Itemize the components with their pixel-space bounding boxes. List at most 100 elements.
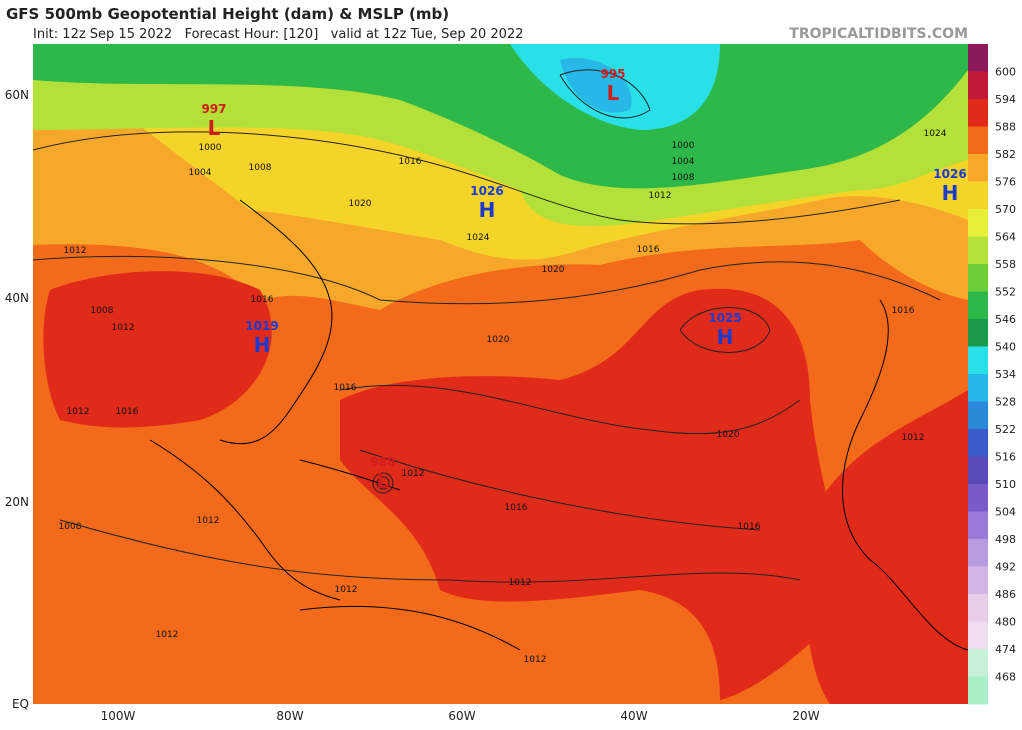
isobar-label: 1012 [64,246,87,256]
isobar-label: 1012 [524,655,547,665]
colorbar-label: 558 [995,258,1016,271]
colorbar-label: 546 [995,313,1016,326]
colorbar-swatch [968,456,988,485]
isobar-label: 1016 [505,503,528,513]
colorbar-label: 564 [995,231,1016,244]
colorbar-label: 552 [995,286,1016,299]
isobar-label: 1012 [902,433,925,443]
isobar-label: 1016 [334,383,357,393]
isobar-label: 1012 [67,407,90,417]
colorbar-swatch [968,429,988,457]
colorbar-label: 492 [995,561,1016,574]
colorbar-label: 516 [995,451,1016,464]
isobar-label: 1016 [892,306,915,316]
colorbar-label: 534 [995,368,1016,381]
isobar-label: 1024 [924,129,947,139]
center-pressure: 1026 [470,184,503,198]
isobar-label: 1004 [189,168,212,178]
isobar-label: 1012 [335,585,358,595]
center-letter: L [208,116,221,140]
isobar-label: 1016 [116,407,139,417]
colorbar-swatch [968,99,988,127]
colorbar-label: 504 [995,506,1016,519]
colorbar-swatch [968,264,988,292]
lat-label: EQ [12,697,29,711]
center-pressure: 997 [201,102,226,116]
colorbar-swatch [968,401,988,430]
center-letter: H [717,325,734,349]
colorbar-label: 522 [995,423,1016,436]
lon-label: 80W [276,709,303,723]
colorbar-swatch [968,154,988,182]
colorbar-swatch [968,346,988,375]
colorbar-label: 528 [995,396,1016,409]
colorbar-label: 582 [995,148,1016,161]
colorbar-swatch [968,621,988,650]
isobar-label: 1008 [59,522,82,532]
colorbar-label: 474 [995,643,1016,656]
center-pressure: 1025 [708,311,741,325]
isobar-label: 1008 [672,173,695,183]
lat-label: 60N [5,88,29,102]
colorbar-swatch [968,539,988,567]
center-letter: H [942,181,959,205]
lon-label: 100W [101,709,136,723]
center-letter: H [254,333,271,357]
isobar-label: 1004 [672,157,695,167]
colorbar-label: 570 [995,203,1016,216]
colorbar-swatch [968,649,988,677]
isobar-label: 1016 [399,157,422,167]
center-letter: H [479,198,496,222]
isobar-label: 1020 [542,265,565,275]
isobars [32,69,941,583]
colorbar-label: 540 [995,341,1016,354]
isobar-label: 1012 [156,630,179,640]
isobar-label: 1020 [717,430,740,440]
colorbar-label: 600 [995,66,1016,79]
colorbar-swatch [968,676,988,705]
lon-label: 20W [792,709,819,723]
colorbar-swatch [968,374,988,402]
map-fill [33,44,968,704]
colorbar-label: 576 [995,176,1016,189]
colorbar-label: 498 [995,533,1016,546]
isobar-label: 1016 [637,245,660,255]
colorbar-label: 468 [995,671,1016,684]
lat-label: 40N [5,291,29,305]
lon-label: 40W [620,709,647,723]
colorbar-label: 480 [995,616,1016,629]
watermark: TROPICALTIDBITS.COM [789,26,968,42]
isobar-label: 1012 [649,191,672,201]
isobar-label: 1024 [467,233,490,243]
colorbar-swatch [968,209,988,237]
center-pressure: 995 [600,67,625,81]
colorbar-label: 510 [995,478,1016,491]
title: GFS 500mb Geopotential Height (dam) & MS… [6,5,449,23]
colorbar-swatch [968,71,988,100]
colorbar-label: 588 [995,121,1016,134]
colorbar-swatch [968,44,988,72]
colorbar-label: 594 [995,93,1016,106]
isobar-label: 1008 [91,306,114,316]
colorbar-swatch [968,484,988,512]
coastlines [149,199,969,651]
colorbar-label: 486 [995,588,1016,601]
lat-label: 20N [5,495,29,509]
colorbar-swatch [968,511,988,540]
isobar-label: 1012 [509,578,532,588]
colorbar-swatch [968,594,988,622]
isobar-label: 1016 [738,522,761,532]
center-letter: L [377,469,390,493]
lon-label: 60W [448,709,475,723]
colorbar-swatch [968,181,988,210]
colorbar-swatch [968,319,988,347]
isobar-label: 1016 [251,295,274,305]
center-pressure: 1026 [933,167,966,181]
colorbar-swatch [968,236,988,265]
colorbar-swatch [968,126,988,155]
isobar-label: 1008 [249,163,272,173]
colorbar-swatch [968,566,988,595]
isobar-label: 1012 [402,469,425,479]
isobar-label: 1012 [197,516,220,526]
